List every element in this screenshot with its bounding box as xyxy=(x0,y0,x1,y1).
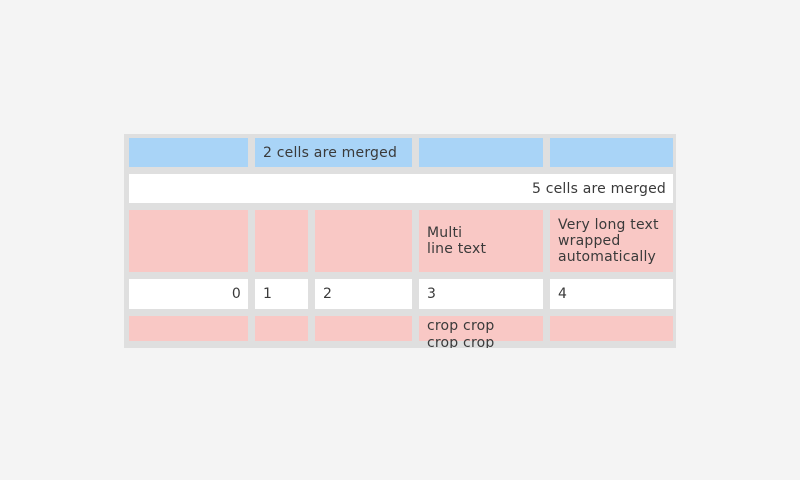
cell-r3c3[interactable] xyxy=(315,210,412,272)
cropped-text: crop crop crop crop xyxy=(427,318,495,348)
cell-r3c4-multiline[interactable]: Multi line text xyxy=(419,210,543,272)
cell-r1c1[interactable] xyxy=(129,138,248,167)
cell-r5c2[interactable] xyxy=(255,316,308,341)
cell-r4c2[interactable]: 1 xyxy=(255,279,308,309)
cell-r1c4[interactable] xyxy=(419,138,543,167)
cell-r3c1[interactable] xyxy=(129,210,248,272)
table-widget: 2 cells are merged 5 cells are merged Mu… xyxy=(124,134,676,348)
table-row-4: 0 1 2 3 4 xyxy=(129,279,676,309)
cell-r3c2[interactable] xyxy=(255,210,308,272)
cell-r1c2-merged[interactable]: 2 cells are merged xyxy=(255,138,412,167)
cell-r2-merged[interactable]: 5 cells are merged xyxy=(129,174,673,203)
table-row-1: 2 cells are merged xyxy=(129,138,676,167)
table-row-3: Multi line text Very long text wrapped a… xyxy=(129,210,676,272)
cell-r3c5-wrapped[interactable]: Very long text wrapped automatically xyxy=(550,210,673,272)
cell-r4c4[interactable]: 3 xyxy=(419,279,543,309)
cell-r5c1[interactable] xyxy=(129,316,248,341)
table-row-2: 5 cells are merged xyxy=(129,174,676,203)
cell-r4c3[interactable]: 2 xyxy=(315,279,412,309)
cell-r4c1[interactable]: 0 xyxy=(129,279,248,309)
cell-r5c3[interactable] xyxy=(315,316,412,341)
cell-r5c4-cropped[interactable]: crop crop crop crop xyxy=(419,316,543,348)
cell-r5c5[interactable] xyxy=(550,316,673,341)
table-row-5: crop crop crop crop xyxy=(129,316,676,348)
cell-r1c5[interactable] xyxy=(550,138,673,167)
cell-r4c5[interactable]: 4 xyxy=(550,279,673,309)
